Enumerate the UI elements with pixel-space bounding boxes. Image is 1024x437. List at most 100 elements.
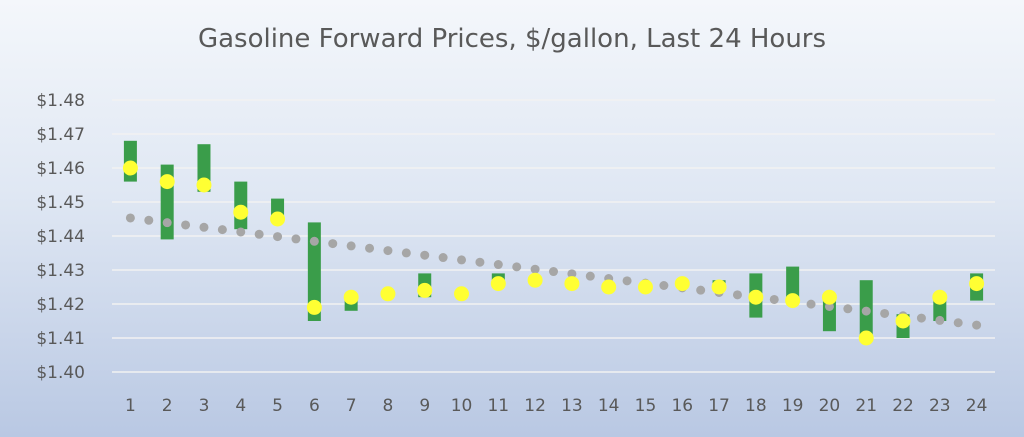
x-tick-label: 20: [819, 396, 841, 416]
price-marker: [233, 204, 249, 220]
trend-line: [125, 213, 982, 330]
x-tick-label: 3: [199, 396, 210, 416]
price-marker: [969, 276, 985, 292]
price-marker: [159, 174, 175, 190]
price-marker: [895, 313, 911, 329]
trend-dot: [420, 250, 430, 260]
trend-dot: [861, 306, 871, 316]
x-tick-label: 5: [272, 396, 283, 416]
x-tick-label: 9: [419, 396, 430, 416]
x-tick-label: 1: [125, 396, 136, 416]
range-bar: [307, 222, 321, 321]
trend-dot: [769, 294, 779, 304]
x-tick-label: 21: [855, 396, 877, 416]
price-markers: [122, 160, 985, 346]
trend-dot: [530, 264, 540, 274]
trend-dot: [162, 218, 172, 228]
trend-dot: [365, 243, 375, 253]
trend-dot: [125, 213, 135, 223]
price-marker: [674, 276, 690, 292]
x-tick-label: 14: [598, 396, 620, 416]
price-marker: [601, 279, 617, 295]
trend-dot: [346, 241, 356, 251]
trend-dot: [493, 260, 503, 270]
price-marker: [454, 286, 470, 302]
trend-dot: [953, 318, 963, 328]
y-tick-label: $1.44: [36, 227, 85, 247]
chart-title: Gasoline Forward Prices, $/gallon, Last …: [197, 24, 827, 54]
price-marker: [711, 279, 727, 295]
gridlines: [112, 99, 995, 373]
trend-dot: [567, 269, 577, 279]
trend-dot: [144, 215, 154, 225]
price-marker: [527, 272, 543, 288]
y-tick-label: $1.47: [36, 125, 85, 145]
y-tick-label: $1.45: [36, 193, 85, 213]
x-tick-label: 16: [671, 396, 693, 416]
price-marker: [343, 289, 359, 305]
y-axis-ticks: $1.40 $1.41 $1.42 $1.43 $1.44 $1.45 $1.46 $1.47…: [36, 91, 85, 383]
range-bars: [123, 140, 984, 338]
trend-dot: [181, 220, 191, 230]
price-marker: [821, 289, 837, 305]
price-marker: [785, 293, 801, 309]
price-marker: [858, 330, 874, 346]
trend-dot: [880, 308, 890, 318]
trend-dot: [401, 248, 411, 258]
x-tick-label: 8: [383, 396, 394, 416]
trend-dot: [916, 313, 926, 323]
x-tick-label: 23: [929, 396, 951, 416]
trend-dot: [935, 315, 945, 325]
y-tick-label: $1.42: [36, 295, 85, 315]
trend-dot: [585, 271, 595, 281]
trend-dot: [383, 246, 393, 256]
trend-dot: [732, 290, 742, 300]
trend-dot: [438, 253, 448, 263]
trend-dot: [622, 276, 632, 286]
price-marker: [417, 282, 433, 298]
x-tick-label: 24: [966, 396, 988, 416]
trend-dot: [199, 222, 209, 232]
x-tick-label: 15: [635, 396, 657, 416]
x-tick-label: 12: [524, 396, 546, 416]
trend-dot: [309, 236, 319, 246]
x-axis-ticks: 1 2 3 4 5 6 7 8 9 10 11 12 13 14 15 16 17 18 19 20 21 22 23 24: [125, 396, 987, 416]
x-tick-label: 4: [235, 396, 246, 416]
price-marker: [306, 299, 322, 315]
trend-dot: [806, 299, 816, 309]
price-marker: [932, 289, 948, 305]
trend-dot: [273, 232, 283, 242]
x-tick-label: 6: [309, 396, 320, 416]
y-tick-label: $1.48: [36, 91, 85, 111]
x-tick-label: 18: [745, 396, 767, 416]
x-tick-label: 7: [346, 396, 357, 416]
y-tick-label: $1.43: [36, 261, 85, 281]
trend-dot: [475, 257, 485, 267]
y-tick-label: $1.41: [36, 329, 85, 349]
trend-dot: [659, 280, 669, 290]
x-tick-label: 2: [162, 396, 173, 416]
price-marker: [748, 289, 764, 305]
trend-dot: [549, 267, 558, 277]
x-tick-label: 13: [561, 396, 583, 416]
price-marker: [380, 286, 396, 302]
trend-dot: [972, 320, 982, 330]
trend-dot: [217, 225, 227, 235]
price-marker: [196, 177, 212, 193]
price-marker: [122, 160, 138, 176]
price-marker: [490, 276, 506, 292]
trend-dot: [328, 239, 338, 249]
y-tick-label: $1.40: [36, 363, 85, 383]
trend-dot: [512, 262, 522, 272]
trend-dot: [291, 234, 301, 244]
price-marker: [564, 276, 580, 292]
price-marker: [270, 211, 286, 227]
trend-dot: [254, 229, 264, 239]
trend-dot: [696, 285, 706, 295]
x-tick-label: 17: [708, 396, 730, 416]
x-tick-label: 19: [782, 396, 804, 416]
y-tick-label: $1.46: [36, 159, 85, 179]
x-tick-label: 22: [892, 396, 914, 416]
